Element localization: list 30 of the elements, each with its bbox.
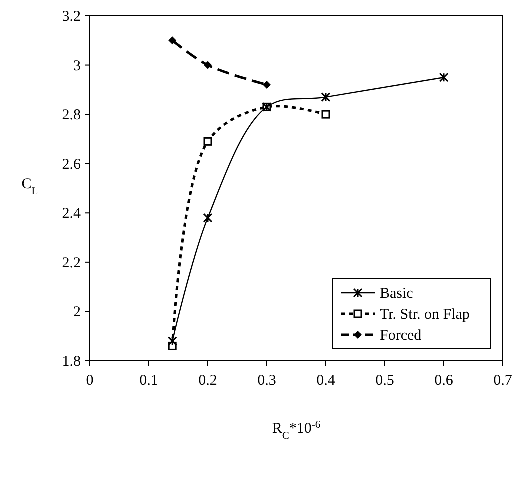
y-tick-label: 2 bbox=[74, 304, 81, 321]
x-tick-label: 0.7 bbox=[494, 373, 513, 389]
legend-label: Forced bbox=[380, 328, 422, 344]
y-tick-label: 2.8 bbox=[62, 108, 81, 124]
point bbox=[203, 213, 213, 223]
x-tick-label: 0.3 bbox=[258, 373, 276, 389]
y-tick-label: 2.2 bbox=[62, 255, 81, 272]
legend-label: Tr. Str. on Flap bbox=[380, 307, 470, 323]
x-tick-label: 0.5 bbox=[376, 373, 394, 389]
point bbox=[439, 72, 449, 82]
x-tick-label: 0.1 bbox=[140, 373, 158, 389]
y-tick-label: 2.4 bbox=[62, 206, 82, 222]
y-axis-title: C$_{L}$ bbox=[22, 176, 38, 197]
x-tick-label: 0.2 bbox=[198, 373, 218, 389]
y-tick-label: 2.6 bbox=[62, 156, 82, 173]
point bbox=[263, 81, 271, 89]
point bbox=[168, 336, 178, 346]
point bbox=[168, 36, 177, 45]
point bbox=[204, 61, 212, 70]
y-tick-label: 1.8 bbox=[62, 354, 81, 370]
point bbox=[321, 92, 331, 102]
x-axis-title: R$_{C}$*10$^{-6}$ bbox=[272, 420, 321, 442]
x-tick-label: 0 bbox=[86, 373, 94, 389]
y-tick-label: 3.2 bbox=[62, 9, 81, 25]
legend-label: Basic bbox=[380, 286, 414, 302]
point bbox=[322, 110, 330, 119]
x-tick-label: 0.6 bbox=[434, 373, 454, 389]
y-tick-label: 3 bbox=[74, 58, 81, 74]
point bbox=[204, 137, 212, 146]
x-tick-label: 0.4 bbox=[316, 373, 336, 389]
